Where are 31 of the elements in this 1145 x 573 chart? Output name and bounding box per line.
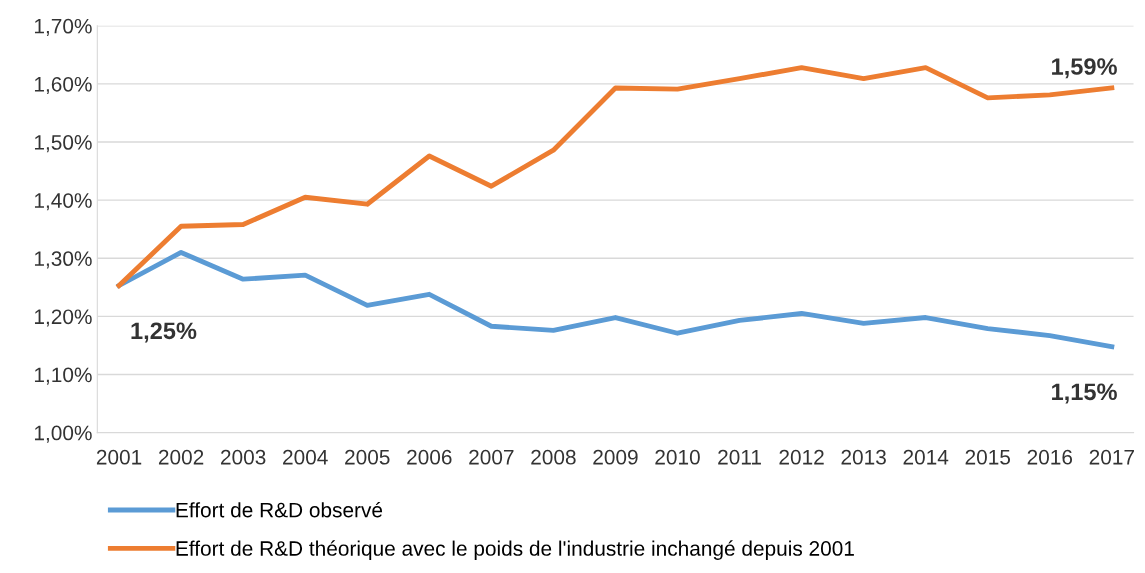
x-tick-label: 2008: [531, 449, 576, 465]
x-tick-label: 2001: [96, 449, 142, 465]
y-tick-label: 1,60%: [34, 76, 92, 95]
y-tick-label: 1,50%: [34, 135, 92, 153]
x-tick-label: 2002: [158, 449, 204, 465]
y-tick-label: 1,20%: [34, 309, 92, 327]
x-tick-label: 2014: [903, 449, 949, 465]
line-series: [116, 250, 1115, 350]
legend-label: Effort de R&D théorique avec le poids de l'industrie inchangé depuis 2001: [176, 540, 854, 560]
x-tick-label: 2004: [283, 449, 328, 465]
x-tick-label: 2011: [718, 449, 761, 465]
annotation: 1,15%: [1052, 383, 1117, 404]
y-tick-label: 1,70%: [34, 18, 92, 36]
y-tick-label: 1,00%: [34, 425, 92, 443]
x-tick-label: 2017: [1089, 449, 1134, 465]
annotation: 1,25%: [131, 322, 197, 343]
y-tick-label: 1,40%: [34, 193, 92, 211]
x-tick-label: 2012: [779, 449, 824, 465]
x-tick-label: 2016: [1027, 449, 1073, 465]
annotation: 1,59%: [1052, 58, 1117, 79]
x-tick-label: 2015: [965, 449, 1011, 465]
x-tick-label: 2010: [655, 449, 700, 465]
x-tick-label: 2006: [407, 449, 452, 465]
y-tick-label: 1,30%: [34, 251, 92, 269]
x-tick-label: 2009: [593, 449, 638, 465]
x-tick-label: 2007: [469, 449, 514, 465]
x-tick-label: 2013: [841, 449, 886, 465]
y-tick-label: 1,10%: [34, 367, 92, 385]
legend-label: Effort de R&D observé: [176, 501, 383, 518]
x-tick-label: 2005: [345, 449, 390, 465]
x-tick-label: 2003: [221, 449, 266, 465]
